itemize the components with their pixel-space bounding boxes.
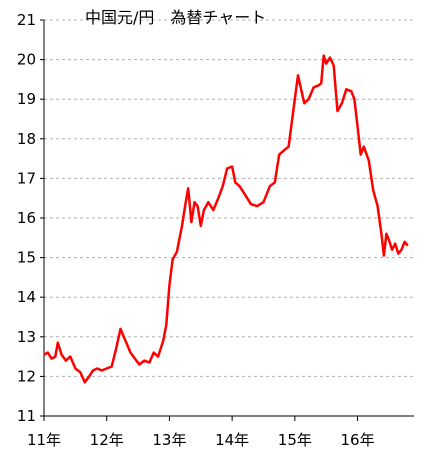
y-axis-ticks: 11 12 13 14 15 16 17 18 19 20 21 xyxy=(17,11,44,425)
x-tick-label: 14年 xyxy=(215,431,249,449)
x-tick-label: 12年 xyxy=(90,431,124,449)
y-tick-label: 18 xyxy=(17,130,36,148)
y-tick-label: 12 xyxy=(17,367,36,385)
y-tick-label: 21 xyxy=(17,11,36,29)
chart-title: 中国元/円 為替チャート xyxy=(85,8,266,27)
y-tick-label: 19 xyxy=(17,90,36,108)
x-tick-label: 16年 xyxy=(341,431,375,449)
x-axis-ticks: 11年 12年 13年 14年 15年 16年 xyxy=(27,416,375,449)
y-tick-label: 17 xyxy=(17,169,36,187)
series-line xyxy=(44,56,408,383)
y-tick-label: 14 xyxy=(17,288,36,306)
y-tick-label: 13 xyxy=(17,328,36,346)
x-tick-label: 13年 xyxy=(152,431,186,449)
gridlines xyxy=(44,20,414,376)
y-tick-label: 20 xyxy=(17,51,36,69)
series-group xyxy=(44,56,408,383)
y-tick-label: 11 xyxy=(17,407,36,425)
y-tick-label: 15 xyxy=(17,249,36,267)
x-tick-label: 15年 xyxy=(278,431,312,449)
x-tick-label: 11年 xyxy=(27,431,61,449)
y-tick-label: 16 xyxy=(17,209,36,227)
